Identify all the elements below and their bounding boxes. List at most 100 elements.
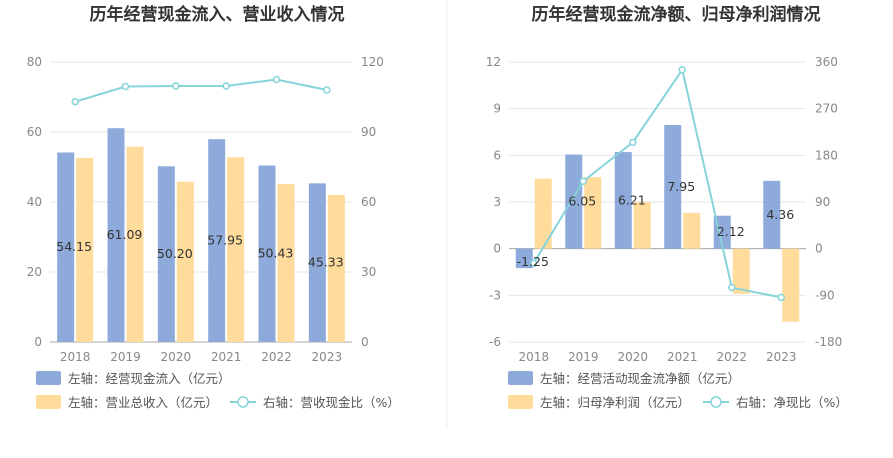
line-point	[678, 66, 686, 74]
legend-swatch	[508, 371, 533, 385]
legend-swatch	[36, 395, 61, 409]
bar	[107, 128, 125, 342]
legend-marker	[710, 396, 722, 408]
bar	[57, 152, 75, 342]
x-tick-label: 2019	[110, 350, 141, 364]
line-point	[222, 82, 230, 90]
line-point	[530, 259, 538, 267]
y-right-tick-label: 60	[361, 195, 376, 209]
data-label: 61.09	[107, 227, 143, 242]
chart-title: 历年经营现金流入、营业收入情况	[90, 4, 345, 25]
x-tick-label: 2020	[161, 350, 192, 364]
legend-label: 左轴：经营现金流入（亿元）	[68, 371, 231, 386]
bar	[584, 177, 602, 249]
legend-label: 右轴：净现比（%）	[736, 395, 848, 410]
line-point	[172, 82, 180, 90]
legend-marker	[237, 396, 249, 408]
y-right-tick-label: 270	[815, 102, 838, 116]
bar	[782, 248, 800, 322]
bar	[208, 139, 226, 342]
bar	[76, 157, 94, 342]
data-label: 2.12	[717, 224, 745, 239]
y-left-tick-label: -3	[489, 288, 501, 302]
y-right-tick-label: 180	[815, 148, 838, 162]
y-left-tick-label: 80	[27, 55, 42, 69]
bar	[534, 178, 552, 249]
data-label: 50.20	[157, 246, 193, 261]
line-point	[71, 97, 79, 106]
y-left-tick-label: -6	[489, 335, 501, 349]
data-label: 50.43	[258, 246, 294, 261]
y-right-tick-label: -180	[815, 335, 842, 349]
data-label: 45.33	[308, 255, 344, 270]
data-label: 6.05	[568, 194, 596, 209]
bar	[633, 202, 651, 249]
bar	[227, 157, 245, 342]
y-right-tick-label: 0	[361, 335, 369, 349]
x-tick-label: 2023	[312, 350, 343, 364]
y-left-tick-label: 3	[493, 195, 501, 209]
x-tick-label: 2022	[716, 350, 747, 364]
y-right-tick-label: 0	[815, 242, 823, 256]
y-left-tick-label: 9	[493, 102, 501, 116]
series-line	[532, 67, 782, 299]
line-point	[323, 86, 331, 94]
bar	[176, 181, 194, 342]
y-right-tick-label: 120	[361, 55, 384, 69]
bar	[327, 195, 345, 342]
bar	[732, 248, 750, 294]
y-right-tick-label: 30	[361, 265, 376, 279]
bar	[308, 183, 326, 342]
line-point	[272, 75, 281, 84]
bar	[614, 152, 632, 249]
y-right-tick-label: 90	[815, 195, 830, 209]
bar	[157, 166, 175, 342]
x-tick-label: 2023	[766, 350, 797, 364]
line-point	[579, 177, 587, 186]
bar	[565, 154, 583, 249]
legend-label: 右轴：营收现金比（%）	[263, 395, 400, 410]
y-right-tick-label: 90	[361, 125, 376, 139]
y-right-tick-label: 360	[815, 55, 838, 69]
data-label: -1.25	[517, 254, 549, 269]
line-point	[121, 82, 130, 91]
legend-swatch	[36, 371, 61, 385]
x-tick-label: 2021	[667, 350, 698, 364]
line-point	[777, 293, 785, 302]
y-left-tick-label: 12	[486, 55, 501, 69]
x-tick-label: 2018	[518, 350, 549, 364]
bar	[277, 184, 295, 342]
legend-label: 左轴：经营活动现金流净额（亿元）	[540, 371, 740, 386]
y-left-tick-label: 0	[34, 335, 42, 349]
legend-label: 左轴：归母净利润（亿元）	[540, 395, 690, 410]
line-point	[728, 283, 736, 292]
data-label: 54.15	[56, 239, 92, 254]
bar	[258, 165, 276, 342]
bar	[763, 180, 781, 249]
x-tick-label: 2019	[568, 350, 599, 364]
y-right-tick-label: -90	[815, 288, 835, 302]
y-left-tick-label: 0	[493, 242, 501, 256]
bar	[664, 125, 682, 249]
y-left-tick-label: 6	[493, 148, 501, 162]
chart-title: 历年经营现金流净额、归母净利润情况	[532, 4, 821, 25]
data-label: 7.95	[667, 179, 695, 194]
line-point	[629, 138, 637, 147]
bar	[515, 248, 533, 269]
y-left-tick-label: 40	[27, 195, 42, 209]
x-tick-label: 2018	[60, 350, 91, 364]
x-tick-label: 2021	[211, 350, 242, 364]
data-label: 57.95	[207, 233, 243, 248]
y-left-tick-label: 60	[27, 125, 42, 139]
series-line	[74, 78, 328, 103]
legend-swatch	[508, 395, 533, 409]
x-tick-label: 2022	[261, 350, 292, 364]
bar	[683, 212, 701, 249]
bar	[126, 146, 144, 342]
legend-label: 左轴：营业总收入（亿元）	[68, 395, 218, 410]
y-left-tick-label: 20	[27, 265, 42, 279]
data-label: 4.36	[766, 207, 794, 222]
data-label: 6.21	[618, 192, 646, 207]
x-tick-label: 2020	[617, 350, 648, 364]
